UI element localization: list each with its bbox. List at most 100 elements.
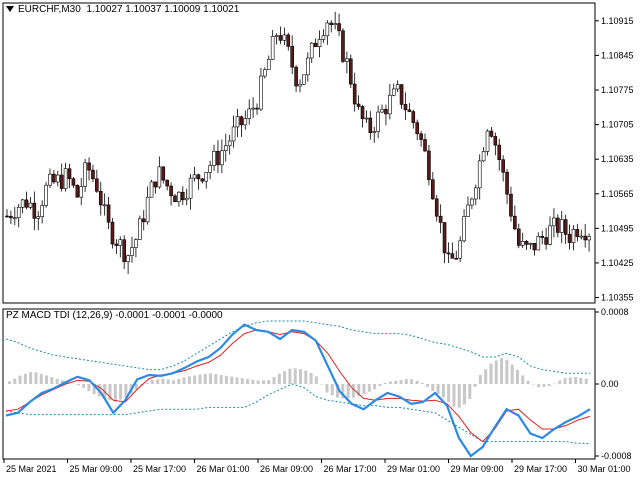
price-tick-label: 1.10915 (601, 16, 634, 26)
bull-candle (48, 173, 52, 186)
bull-candle (243, 118, 248, 126)
bull-candle (212, 151, 216, 166)
lower-band-line (5, 383, 590, 444)
bear-candle (575, 229, 580, 237)
time-tick-label: 26 Mar 01:00 (197, 464, 250, 474)
histogram-bar (394, 380, 398, 384)
bull-candle (208, 165, 212, 173)
bull-candle (16, 206, 21, 218)
bull-candle (345, 58, 349, 62)
histogram-bar (39, 373, 43, 384)
price-layer (5, 11, 591, 274)
time-tick-label: 30 Mar 01:00 (578, 464, 631, 474)
bear-candle (9, 215, 13, 219)
histogram-bar (198, 374, 202, 384)
bear-candle (411, 111, 416, 123)
bear-candle (200, 178, 205, 182)
histogram-bar (177, 379, 181, 384)
histogram-bar (441, 384, 445, 398)
bear-candle (173, 195, 177, 203)
bull-candle (388, 94, 392, 115)
bull-candle (134, 239, 138, 248)
price-tick-label: 1.10635 (601, 154, 634, 164)
bull-candle (306, 57, 310, 76)
bear-candle (509, 193, 513, 217)
histogram-bar (277, 373, 281, 384)
histogram-bar (463, 384, 467, 405)
bear-candle (442, 222, 447, 254)
bear-candle (454, 257, 459, 260)
bull-candle (528, 242, 533, 245)
histogram-bar (505, 359, 509, 384)
histogram-bar (172, 380, 176, 384)
bear-candle (32, 202, 37, 219)
histogram-bar (82, 384, 86, 388)
bear-candle (98, 190, 103, 206)
bear-candle (75, 184, 80, 198)
indicator-header: PZ MACD TDI (12,26,9) -0.0001 -0.0001 -0… (6, 310, 223, 321)
bear-candle (556, 217, 560, 233)
bull-candle (270, 36, 275, 60)
histogram-bar (29, 372, 33, 384)
histogram-bar (579, 377, 583, 384)
histogram-bar (378, 384, 382, 387)
bear-candle (532, 242, 537, 251)
bull-candle (282, 34, 287, 41)
bear-candle (110, 221, 115, 245)
histogram-bar (447, 384, 451, 402)
symbol-timeframe: EURCHF,M30 (18, 4, 81, 15)
price-tick-label: 1.10775 (601, 85, 634, 95)
bull-candle (309, 42, 314, 59)
bear-candle (71, 178, 76, 186)
histogram-bar (8, 381, 11, 384)
bear-candle (278, 35, 283, 41)
bear-candle (415, 122, 420, 135)
histogram-bar (182, 377, 186, 384)
time-tick-label: 26 Mar 17:00 (324, 464, 377, 474)
bull-candle (536, 236, 541, 251)
price-panel-frame (2, 2, 596, 304)
bear-candle (341, 30, 345, 62)
price-tick-label: 1.10565 (601, 189, 634, 199)
bull-candle (192, 174, 197, 179)
bear-candle (493, 136, 498, 146)
histogram-bar (330, 384, 334, 396)
bull-candle (520, 241, 525, 246)
bear-candle (446, 252, 451, 255)
bull-candle (333, 23, 337, 25)
bear-candle (427, 150, 431, 180)
price-tick-label: 1.10425 (601, 258, 634, 268)
time-tick-label: 26 Mar 09:00 (260, 464, 313, 474)
bull-candle (63, 168, 68, 189)
bull-candle (571, 229, 576, 243)
bear-candle (95, 178, 99, 192)
histogram-bar (113, 384, 117, 402)
histogram-bar (304, 370, 308, 384)
bull-candle (36, 216, 41, 219)
histogram-bar (415, 380, 419, 384)
histogram-bar (45, 375, 49, 384)
histogram-bar (357, 384, 361, 396)
histogram-bar (267, 380, 271, 384)
histogram-bar (293, 368, 297, 384)
histogram-bar (209, 373, 213, 384)
histogram-bar (214, 374, 218, 384)
bull-candle (149, 181, 154, 198)
bull-candle (380, 108, 384, 113)
bear-candle (337, 23, 341, 32)
price-tick-label: 1.10355 (601, 293, 634, 303)
bear-candle (524, 241, 529, 245)
histogram-bar (187, 376, 191, 384)
collapse-triangle-icon[interactable] (6, 6, 14, 13)
bear-candle (313, 42, 318, 47)
bull-candle (477, 160, 482, 189)
histogram-bar (510, 364, 514, 384)
histogram-bar (346, 384, 350, 399)
bear-candle (368, 117, 373, 133)
bear-candle (91, 169, 95, 180)
histogram-bar (478, 374, 482, 384)
histogram-bar (256, 380, 260, 384)
ohlc-values: 1.10027 1.10037 1.10009 1.10021 (86, 4, 240, 15)
